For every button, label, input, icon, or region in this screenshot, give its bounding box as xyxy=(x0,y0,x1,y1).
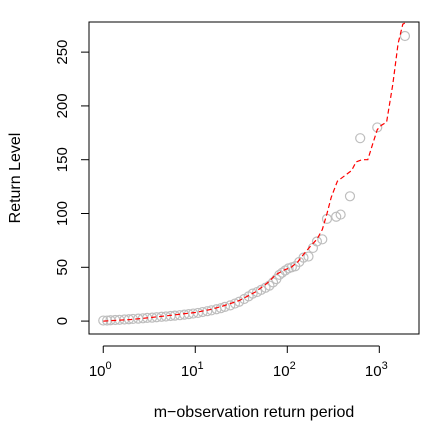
data-points xyxy=(98,30,411,326)
data-point xyxy=(234,296,245,307)
data-point xyxy=(399,30,411,42)
data-point xyxy=(247,288,258,299)
data-point xyxy=(335,209,346,220)
x-tick-label: 102 xyxy=(273,360,296,380)
y-axis: 0 50 100 150 200 250 xyxy=(54,40,90,325)
y-axis-title: Return Level xyxy=(7,133,24,224)
data-point xyxy=(355,133,366,144)
data-point xyxy=(344,191,356,202)
data-point xyxy=(298,252,309,263)
fitted-curve xyxy=(103,22,408,322)
fitted-curve-line xyxy=(103,22,408,322)
y-tick-label: 150 xyxy=(54,147,71,172)
y-tick-label: 250 xyxy=(54,40,71,65)
x-tick-label: 101 xyxy=(181,360,204,380)
plot-frame xyxy=(88,21,420,335)
y-tick-label: 200 xyxy=(54,93,71,118)
data-point xyxy=(372,122,383,133)
data-point xyxy=(303,251,314,262)
x-axis-title: m−observation return period xyxy=(154,404,355,421)
y-tick-label: 100 xyxy=(54,201,71,226)
y-tick-label: 50 xyxy=(54,259,71,276)
data-point xyxy=(321,213,333,224)
data-point xyxy=(264,280,275,291)
data-point xyxy=(317,234,328,245)
x-axis: 100 101 102 103 xyxy=(89,345,388,380)
data-point xyxy=(307,242,319,254)
x-tick-label: 100 xyxy=(89,360,112,380)
x-tick-label: 103 xyxy=(365,360,388,380)
y-tick-label: 0 xyxy=(54,317,71,325)
data-point xyxy=(311,236,323,247)
data-point xyxy=(280,265,291,276)
data-point xyxy=(219,301,231,312)
